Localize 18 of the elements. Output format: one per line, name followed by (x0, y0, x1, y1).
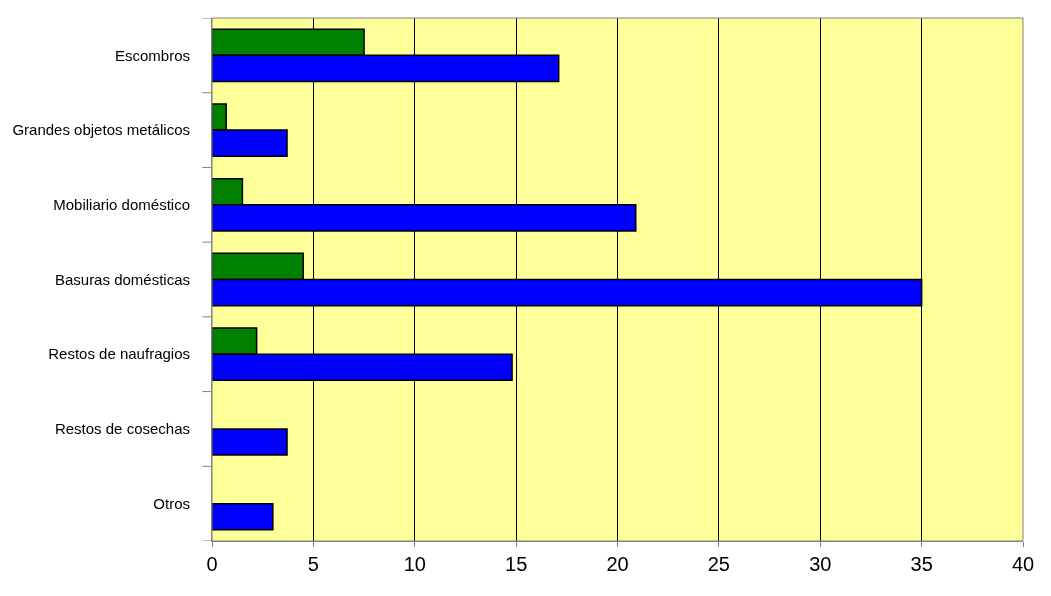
x-tick-label: 15 (505, 553, 528, 575)
bar (212, 502, 274, 531)
x-tick-label: 30 (809, 553, 832, 575)
y-tick-label: Restos de cosechas (54, 420, 190, 438)
x-tick-label: 20 (606, 553, 629, 575)
x-tick-label: 40 (1011, 553, 1035, 575)
bar (212, 428, 288, 456)
y-tick-label: Otros (153, 494, 190, 512)
y-tick-label: Restos de naufragios (48, 345, 190, 363)
y-tick-label: Basuras domésticas (54, 270, 190, 288)
x-tick-label: 10 (403, 553, 426, 575)
x-tick-label: 25 (707, 553, 730, 575)
y-tick-label: Escombros (114, 46, 190, 64)
x-tick-label: 35 (910, 553, 933, 575)
y-tick-label: Mobiliario doméstico (53, 196, 190, 214)
x-tick-label: 5 (307, 553, 319, 575)
x-tick-label: 0 (206, 553, 218, 575)
y-tick-label: Grandes objetos metálicos (12, 121, 190, 139)
